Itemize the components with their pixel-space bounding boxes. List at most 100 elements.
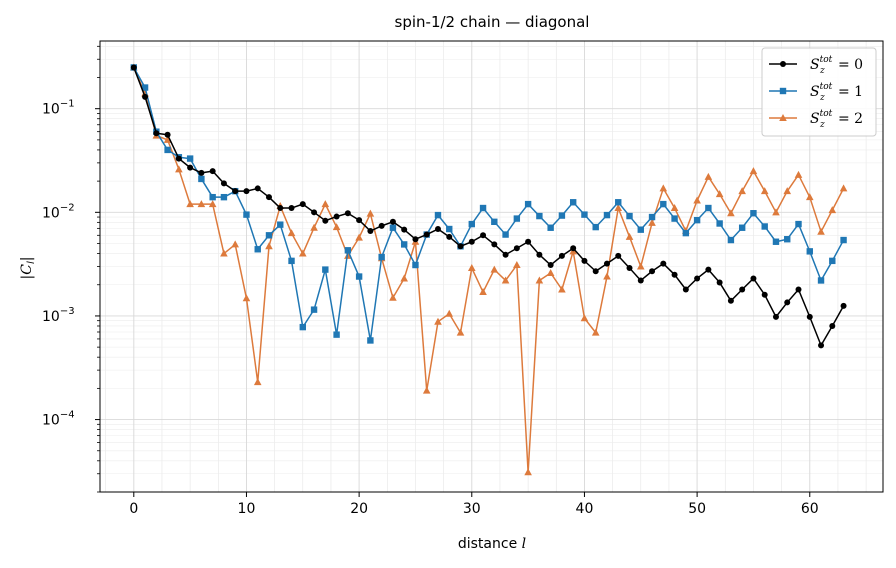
data-point (805, 193, 814, 201)
data-point (840, 302, 847, 309)
data-point (581, 257, 588, 264)
data-point (670, 204, 679, 212)
legend-label-main: S (810, 84, 820, 100)
y-tick-label-exp: −1 (60, 99, 75, 110)
y-axis-label: |Cl| (19, 257, 37, 280)
legend-label: Stot z = 1 (810, 82, 863, 103)
data-point (254, 185, 261, 192)
data-point (163, 135, 172, 143)
data-point (502, 231, 509, 238)
data-point (232, 188, 239, 195)
data-point (592, 223, 599, 231)
data-point (356, 217, 363, 224)
data-point (265, 194, 272, 201)
data-point (467, 264, 476, 272)
data-point (209, 168, 216, 175)
data-point (615, 252, 622, 259)
y-tick-label-base: 10 (42, 102, 60, 118)
data-point (389, 218, 396, 225)
data-point (231, 240, 239, 248)
data-point (344, 210, 351, 217)
data-point (322, 217, 329, 224)
legend-entry: Stot z = 0 (769, 55, 863, 76)
data-point (446, 233, 453, 240)
data-point (153, 130, 160, 137)
series-0 (130, 64, 847, 349)
legend-entry: Stot z = 1 (769, 82, 863, 103)
x-tick-label: 40 (576, 501, 594, 517)
legend-label-main: S (810, 111, 820, 127)
data-point (715, 190, 724, 198)
data-point (636, 262, 645, 270)
data-point (637, 277, 644, 284)
data-point (141, 84, 149, 91)
data-point (277, 205, 284, 212)
data-point (378, 253, 385, 261)
data-point (525, 238, 532, 245)
x-tick-label: 60 (801, 501, 819, 517)
data-point (479, 204, 487, 212)
legend-label-sup: tot (820, 82, 833, 92)
data-point (569, 199, 577, 206)
data-point (839, 184, 848, 192)
x-tick-label: 10 (238, 501, 256, 517)
data-point (367, 228, 374, 235)
data-point (400, 241, 408, 248)
data-point (164, 146, 171, 154)
data-point (536, 251, 543, 258)
x-axis-label-var: l (522, 536, 526, 552)
data-point (208, 200, 217, 208)
data-point (750, 275, 757, 282)
data-point (536, 212, 543, 220)
legend-label-sup: tot (820, 55, 833, 65)
legend-label-sup: tot (820, 109, 833, 119)
data-point (738, 224, 746, 231)
data-point (817, 277, 825, 284)
data-point (705, 266, 712, 273)
data-point (288, 257, 295, 265)
data-point (322, 266, 329, 273)
data-point (682, 229, 690, 237)
data-point (468, 220, 475, 228)
data-point (660, 260, 667, 267)
data-point (389, 224, 397, 231)
data-point (558, 285, 566, 293)
data-point (591, 328, 600, 336)
data-point (671, 271, 678, 278)
data-point (648, 213, 656, 221)
legend-label: Stot z = 0 (810, 55, 863, 76)
y-tick-label: 10−4 (42, 410, 75, 429)
data-point (242, 294, 251, 302)
y-axis-label-end: | (19, 257, 35, 262)
data-point (780, 61, 786, 67)
x-tick-label: 0 (129, 501, 138, 517)
data-point (130, 64, 137, 71)
data-point (220, 249, 228, 257)
data-point (615, 199, 622, 206)
y-tick-label: 10−3 (42, 306, 75, 325)
data-point (637, 226, 644, 233)
data-point (716, 279, 723, 286)
data-point (592, 268, 599, 275)
data-point (626, 212, 633, 220)
data-point (288, 205, 295, 212)
data-point (546, 268, 555, 276)
data-point (738, 187, 746, 195)
data-point (795, 286, 802, 293)
x-axis-label-text: distance (458, 536, 522, 552)
data-point (580, 314, 589, 322)
series-line (133, 67, 845, 342)
data-point (648, 218, 656, 226)
data-point (412, 236, 419, 243)
data-point (779, 114, 787, 121)
data-point (570, 245, 577, 252)
data-point (220, 193, 228, 201)
data-point (299, 323, 306, 331)
data-point (581, 211, 588, 218)
data-point (501, 276, 510, 284)
data-point (277, 221, 284, 228)
data-point (829, 257, 836, 265)
data-point (704, 172, 713, 180)
data-point (164, 131, 171, 138)
